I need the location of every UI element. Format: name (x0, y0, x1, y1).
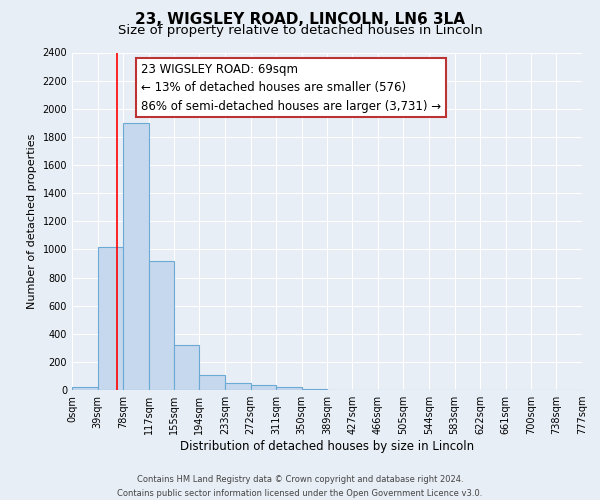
Text: 23 WIGSLEY ROAD: 69sqm
← 13% of detached houses are smaller (576)
86% of semi-de: 23 WIGSLEY ROAD: 69sqm ← 13% of detached… (141, 62, 441, 112)
Text: Contains HM Land Registry data © Crown copyright and database right 2024.
Contai: Contains HM Land Registry data © Crown c… (118, 476, 482, 498)
Text: Size of property relative to detached houses in Lincoln: Size of property relative to detached ho… (118, 24, 482, 37)
X-axis label: Distribution of detached houses by size in Lincoln: Distribution of detached houses by size … (180, 440, 474, 453)
Bar (225, 383, 251, 390)
Bar (199, 374, 225, 390)
Bar (98, 246, 123, 390)
Y-axis label: Number of detached properties: Number of detached properties (27, 134, 37, 309)
Bar (123, 123, 149, 390)
Bar (251, 385, 276, 390)
Text: 23, WIGSLEY ROAD, LINCOLN, LN6 3LA: 23, WIGSLEY ROAD, LINCOLN, LN6 3LA (135, 12, 465, 28)
Bar (72, 387, 98, 390)
Bar (149, 260, 174, 390)
Bar (174, 345, 199, 390)
Bar (276, 387, 302, 390)
